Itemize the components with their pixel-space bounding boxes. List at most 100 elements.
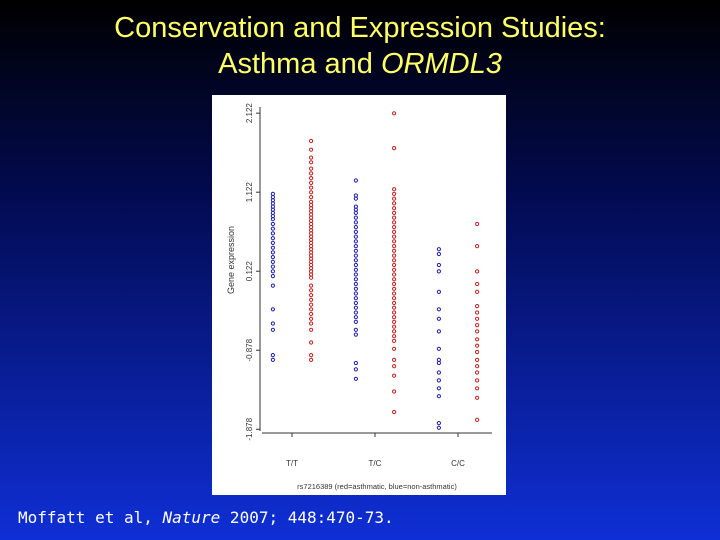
- data-point-asthmatic: [309, 195, 314, 200]
- data-point-non-asthmatic: [353, 300, 358, 306]
- data-point-non-asthmatic: [353, 376, 358, 381]
- data-point-non-asthmatic: [436, 360, 441, 366]
- data-point-asthmatic: [475, 343, 480, 348]
- data-point-asthmatic: [392, 248, 397, 253]
- data-point-asthmatic: [475, 244, 480, 249]
- data-point-non-asthmatic: [353, 244, 358, 249]
- data-point-non-asthmatic: [270, 327, 276, 332]
- data-point-asthmatic: [475, 323, 480, 328]
- data-point-asthmatic: [475, 357, 480, 362]
- data-point-non-asthmatic: [353, 310, 358, 315]
- data-point-asthmatic: [392, 187, 397, 192]
- data-point-asthmatic: [475, 221, 480, 227]
- data-point-asthmatic: [309, 340, 314, 345]
- data-point-asthmatic: [392, 346, 397, 351]
- x-axis-label: rs7216389 (red=asthmatic, blue=non-asthm…: [297, 482, 457, 491]
- data-point-asthmatic: [392, 191, 397, 197]
- data-point-asthmatic: [392, 229, 397, 234]
- y-tick-label: 1.122: [245, 182, 254, 203]
- data-point-non-asthmatic: [436, 316, 441, 321]
- data-point-asthmatic: [309, 166, 314, 171]
- data-point-asthmatic: [392, 364, 397, 369]
- data-point-asthmatic: [392, 409, 397, 415]
- citation-prefix: Moffatt et al,: [18, 508, 163, 527]
- data-point-non-asthmatic: [353, 277, 358, 282]
- data-point-asthmatic: [309, 288, 314, 293]
- data-point-asthmatic: [392, 262, 397, 268]
- y-tick-label: 2.122: [245, 103, 254, 124]
- data-point-asthmatic: [475, 329, 480, 334]
- data-point-asthmatic: [475, 304, 480, 309]
- data-point-asthmatic: [392, 373, 397, 378]
- data-point-non-asthmatic: [436, 421, 441, 426]
- data-point-non-asthmatic: [270, 226, 276, 231]
- y-tick-label: -1.878: [245, 417, 254, 440]
- data-point-asthmatic: [475, 289, 480, 294]
- data-point-non-asthmatic: [270, 255, 276, 260]
- data-point-non-asthmatic: [353, 332, 358, 337]
- data-point-asthmatic: [392, 206, 397, 211]
- data-point-non-asthmatic: [270, 231, 276, 236]
- title-line-1: Conservation and Expression Studies:: [114, 12, 606, 44]
- data-point-non-asthmatic: [270, 283, 276, 288]
- data-point-non-asthmatic: [353, 225, 358, 230]
- citation-journal: Nature: [162, 508, 221, 527]
- data-point-asthmatic: [392, 338, 397, 343]
- data-point-non-asthmatic: [270, 269, 276, 274]
- data-point-asthmatic: [392, 201, 397, 206]
- data-point-asthmatic: [392, 286, 397, 291]
- data-point-asthmatic: [392, 196, 397, 201]
- data-point-non-asthmatic: [436, 247, 441, 252]
- title-line-2: Asthma and ORMDL3: [0, 46, 720, 82]
- data-point-non-asthmatic: [270, 274, 276, 279]
- data-point-non-asthmatic: [353, 367, 358, 372]
- data-point-asthmatic: [475, 316, 480, 321]
- data-point-asthmatic: [309, 353, 314, 358]
- data-point-asthmatic: [309, 176, 314, 181]
- data-point-asthmatic: [309, 155, 314, 160]
- data-point-asthmatic: [309, 316, 314, 321]
- y-ticks: 2.122 1.122 0.122 -0.878 -1.878: [245, 103, 260, 441]
- data-point-non-asthmatic: [436, 394, 441, 399]
- data-point-non-asthmatic: [436, 262, 441, 268]
- data-point-non-asthmatic: [353, 327, 358, 332]
- data-point-asthmatic: [392, 244, 397, 249]
- data-point-non-asthmatic: [353, 360, 358, 366]
- citation: Moffatt et al, Nature 2007; 448:470-73.: [18, 508, 394, 527]
- data-point-non-asthmatic: [353, 234, 358, 239]
- data-point-asthmatic: [309, 180, 314, 186]
- data-point-non-asthmatic: [353, 262, 358, 268]
- data-point-non-asthmatic: [353, 267, 358, 272]
- data-point-asthmatic: [309, 297, 314, 302]
- data-point-non-asthmatic: [436, 346, 441, 351]
- data-point-asthmatic: [475, 281, 480, 287]
- data-point-asthmatic: [309, 357, 314, 362]
- data-point-non-asthmatic: [353, 272, 358, 277]
- data-point-non-asthmatic: [353, 248, 358, 253]
- data-point-non-asthmatic: [353, 281, 358, 287]
- data-point-non-asthmatic: [436, 289, 441, 294]
- data-point-asthmatic: [392, 210, 397, 216]
- data-point-non-asthmatic: [270, 307, 276, 312]
- data-point-non-asthmatic: [353, 210, 358, 216]
- data-point-asthmatic: [392, 146, 397, 151]
- y-tick-label: -0.878: [245, 338, 254, 361]
- data-point-non-asthmatic: [270, 357, 276, 362]
- data-point-non-asthmatic: [353, 229, 358, 234]
- data-point-asthmatic: [392, 277, 397, 282]
- title-line-2-prefix: Asthma and: [218, 48, 381, 80]
- data-point-non-asthmatic: [270, 240, 276, 245]
- data-point-asthmatic: [475, 378, 480, 383]
- data-point-asthmatic: [392, 225, 397, 230]
- data-point-asthmatic: [309, 293, 314, 298]
- slide-title: Conservation and Expression Studies: Ast…: [0, 10, 720, 82]
- data-point-asthmatic: [392, 267, 397, 272]
- data-point-asthmatic: [475, 386, 480, 391]
- data-point-non-asthmatic: [353, 305, 358, 310]
- data-point-asthmatic: [475, 364, 480, 369]
- expression-chart: Gene expression rs7216389 (red=asthmatic…: [212, 95, 506, 495]
- data-point-asthmatic: [392, 215, 397, 220]
- data-point-non-asthmatic: [436, 425, 441, 430]
- data-point-asthmatic: [392, 253, 397, 258]
- data-point-asthmatic: [309, 307, 314, 312]
